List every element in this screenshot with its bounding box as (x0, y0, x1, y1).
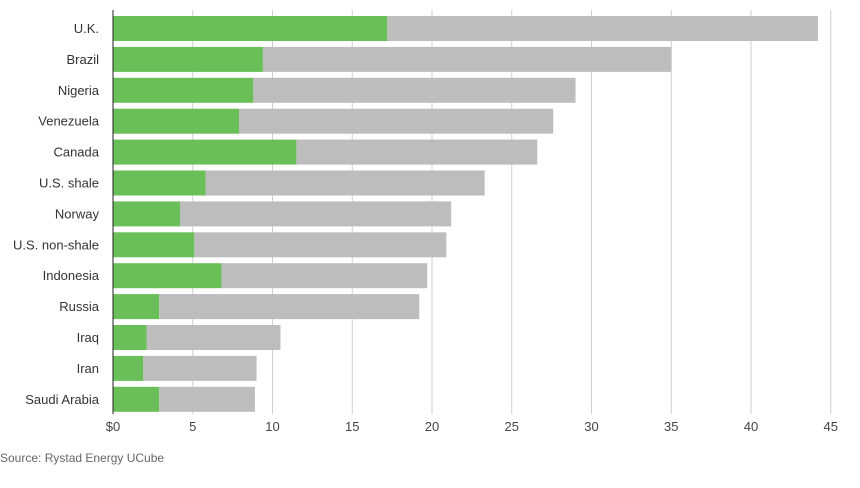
bar-segment-green (113, 46, 263, 72)
bar-segment-gray (179, 201, 452, 227)
bar-segment-green (113, 263, 222, 289)
gridlines (192, 10, 832, 414)
category-label: U.K. (74, 21, 99, 36)
bar-segment-green (113, 325, 147, 350)
bar-segment-green (113, 108, 240, 134)
bar-segment-green (113, 77, 254, 103)
category-label: U.S. shale (39, 176, 99, 191)
x-tick-label: 30 (584, 419, 598, 434)
stacked-bar-chart: U.K. Brazil Nigeria Venezuela Canada U.S. sha… (13, 10, 838, 434)
source-note: Source: Rystad Energy UCube (0, 451, 165, 465)
x-tick-label: 35 (664, 419, 678, 434)
category-labels: U.K. Brazil Nigeria Venezuela Canada U.S. sha… (13, 21, 100, 407)
bar-segment-gray (205, 170, 485, 196)
bar-segment-gray (159, 294, 420, 320)
bar-segment-green (113, 232, 195, 258)
bar-segment-gray (296, 139, 538, 165)
category-label: Venezuela (38, 114, 99, 129)
bar-segment-gray (387, 16, 818, 41)
category-label: Iraq (77, 330, 99, 345)
bar-segment-gray (159, 386, 255, 412)
category-label: Iran (77, 361, 99, 376)
category-label: Nigeria (58, 83, 100, 98)
category-label: Canada (53, 145, 99, 160)
category-label: Norway (55, 206, 100, 221)
bars (113, 16, 818, 412)
x-tick-label: 20 (425, 419, 439, 434)
category-label: Indonesia (43, 268, 100, 283)
bar-segment-gray (262, 46, 672, 72)
category-label: Brazil (66, 52, 99, 67)
bar-segment-gray (146, 325, 281, 350)
x-tick-label: 45 (824, 419, 838, 434)
bar-segment-gray (143, 355, 257, 381)
x-tick-label: 40 (744, 419, 758, 434)
bar-segment-green (113, 386, 160, 412)
category-label: U.S. non-shale (13, 237, 99, 252)
x-tick-label: $0 (106, 419, 120, 434)
x-tick-label: 25 (505, 419, 519, 434)
x-tick-label: 10 (265, 419, 279, 434)
x-tick-label: 5 (189, 419, 196, 434)
bar-segment-green (113, 201, 180, 227)
bar-segment-gray (239, 108, 554, 134)
bar-segment-green (113, 16, 388, 41)
bar-segment-gray (221, 263, 428, 289)
bar-segment-green (113, 139, 297, 165)
x-tick-labels: $0 5 10 15 20 25 30 35 40 45 (106, 419, 838, 434)
category-label: Saudi Arabia (25, 392, 99, 407)
bar-segment-gray (253, 77, 576, 103)
bar-segment-green (113, 294, 160, 320)
bar-segment-green (113, 355, 144, 381)
bar-segment-gray (194, 232, 447, 258)
category-label: Russia (59, 299, 100, 314)
bar-segment-green (113, 170, 206, 196)
x-tick-label: 15 (345, 419, 359, 434)
